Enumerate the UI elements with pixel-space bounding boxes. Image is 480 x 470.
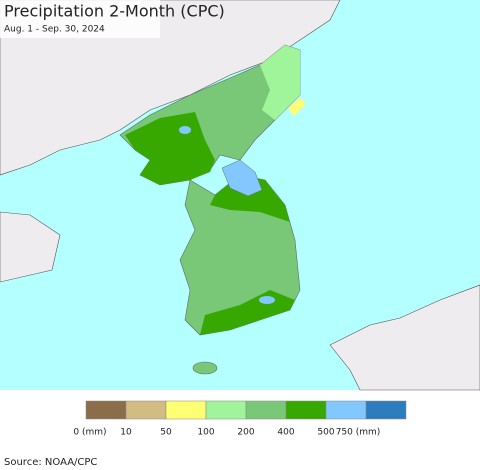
- jeju-island: [192, 361, 218, 375]
- legend-label: 50: [160, 428, 172, 438]
- legend-swatch: [365, 400, 407, 420]
- legend-label: 500: [317, 428, 334, 438]
- legend-label: 10: [120, 428, 132, 438]
- source: Source: NOAA/CPC: [4, 457, 97, 468]
- subtitle: Aug. 1 - Sep. 30, 2024: [4, 25, 105, 35]
- legend-swatch: [245, 400, 287, 420]
- legend-swatch: [325, 400, 367, 420]
- title: Precipitation 2-Month (CPC): [4, 2, 225, 21]
- legend-swatch: [85, 400, 127, 420]
- legend-label: 100: [197, 428, 214, 438]
- legend-swatch: [165, 400, 207, 420]
- legend-label: 200: [237, 428, 254, 438]
- legend-label: 750 (mm): [336, 428, 381, 438]
- china-land: [0, 0, 341, 176]
- lake: [179, 126, 191, 134]
- legend-swatch: [205, 400, 247, 420]
- legend-label: 400: [277, 428, 294, 438]
- north-east-yellow: [288, 98, 306, 116]
- title-box: [0, 0, 160, 38]
- east-sea-blue: [221, 159, 263, 197]
- lake: [259, 296, 275, 304]
- japan-land: [329, 284, 480, 391]
- shandong-land: [0, 211, 61, 283]
- north-dark-green: [125, 112, 215, 185]
- legend-label: 0 (mm): [73, 428, 106, 438]
- legend-swatch: [125, 400, 167, 420]
- north-east-light: [260, 45, 300, 120]
- legend: 0 (mm) 10 50 100 200 400 500 750 (mm): [73, 400, 407, 438]
- legend-swatch: [285, 400, 327, 420]
